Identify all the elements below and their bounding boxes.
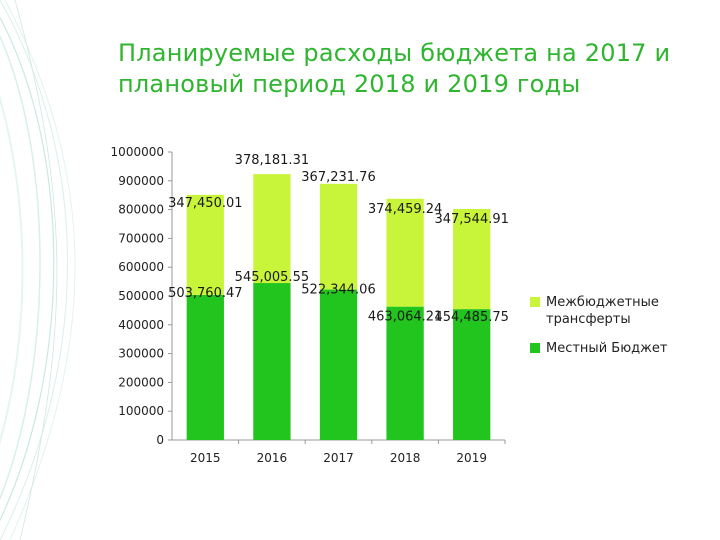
data-label-local-budget: 454,485.75 — [434, 310, 508, 325]
data-label-transfers: 367,231.76 — [301, 170, 375, 185]
x-tick-label: 2017 — [323, 451, 354, 465]
legend-label-local-budget: Местный Бюджет — [546, 341, 668, 356]
bar-segment-local-budget — [253, 283, 291, 440]
bar-segment-transfers — [253, 174, 291, 284]
data-label-transfers: 347,544.91 — [434, 212, 508, 227]
data-label-transfers: 374,459.24 — [368, 202, 442, 217]
x-tick-label: 2019 — [456, 451, 487, 465]
bar-segment-local-budget — [386, 306, 424, 440]
y-tick-label: 400000 — [118, 318, 164, 332]
x-tick-label: 2018 — [390, 451, 421, 465]
legend-swatch-transfers — [530, 297, 540, 307]
legend-item-transfers: Межбюджетные трансферты — [530, 294, 710, 328]
bar-segment-transfers — [186, 194, 224, 295]
bar-segment-local-budget — [319, 289, 358, 440]
y-tick-label: 100000 — [118, 404, 164, 418]
data-label-local-budget: 463,064.21 — [368, 310, 442, 325]
data-label-local-budget: 503,760.47 — [168, 286, 242, 301]
bar-segment-local-budget — [453, 309, 491, 440]
y-tick-label: 1000000 — [111, 145, 164, 159]
legend-swatch-local-budget — [530, 343, 540, 353]
data-label-transfers: 347,450.01 — [168, 196, 242, 211]
data-label-local-budget: 522,344.06 — [301, 283, 375, 298]
legend-item-local-budget: Местный Бюджет — [530, 340, 710, 357]
page-title: Планируемые расходы бюджета на 2017 и пл… — [118, 39, 671, 98]
bar-segment-local-budget — [186, 294, 224, 440]
legend-label-transfers: Межбюджетные трансферты — [546, 295, 659, 327]
bar-segment-transfers — [319, 183, 358, 290]
y-tick-label: 800000 — [118, 203, 164, 217]
y-tick-label: 600000 — [118, 260, 164, 274]
bar-segment-transfers — [386, 198, 424, 307]
chart-legend: Межбюджетные трансферты Местный Бюджет — [530, 294, 710, 369]
y-tick-label: 500000 — [118, 289, 164, 303]
y-tick-label: 900000 — [118, 174, 164, 188]
y-tick-label: 200000 — [118, 375, 164, 389]
y-tick-label: 700000 — [118, 231, 164, 245]
y-tick-label: 0 — [156, 433, 164, 447]
data-label-transfers: 378,181.31 — [235, 153, 309, 168]
x-tick-label: 2016 — [257, 451, 288, 465]
data-label-local-budget: 545,005.55 — [235, 270, 309, 285]
x-tick-label: 2015 — [190, 451, 221, 465]
y-tick-label: 300000 — [118, 347, 164, 361]
decorative-curves — [0, 0, 76, 540]
bar-segment-transfers — [453, 209, 491, 310]
